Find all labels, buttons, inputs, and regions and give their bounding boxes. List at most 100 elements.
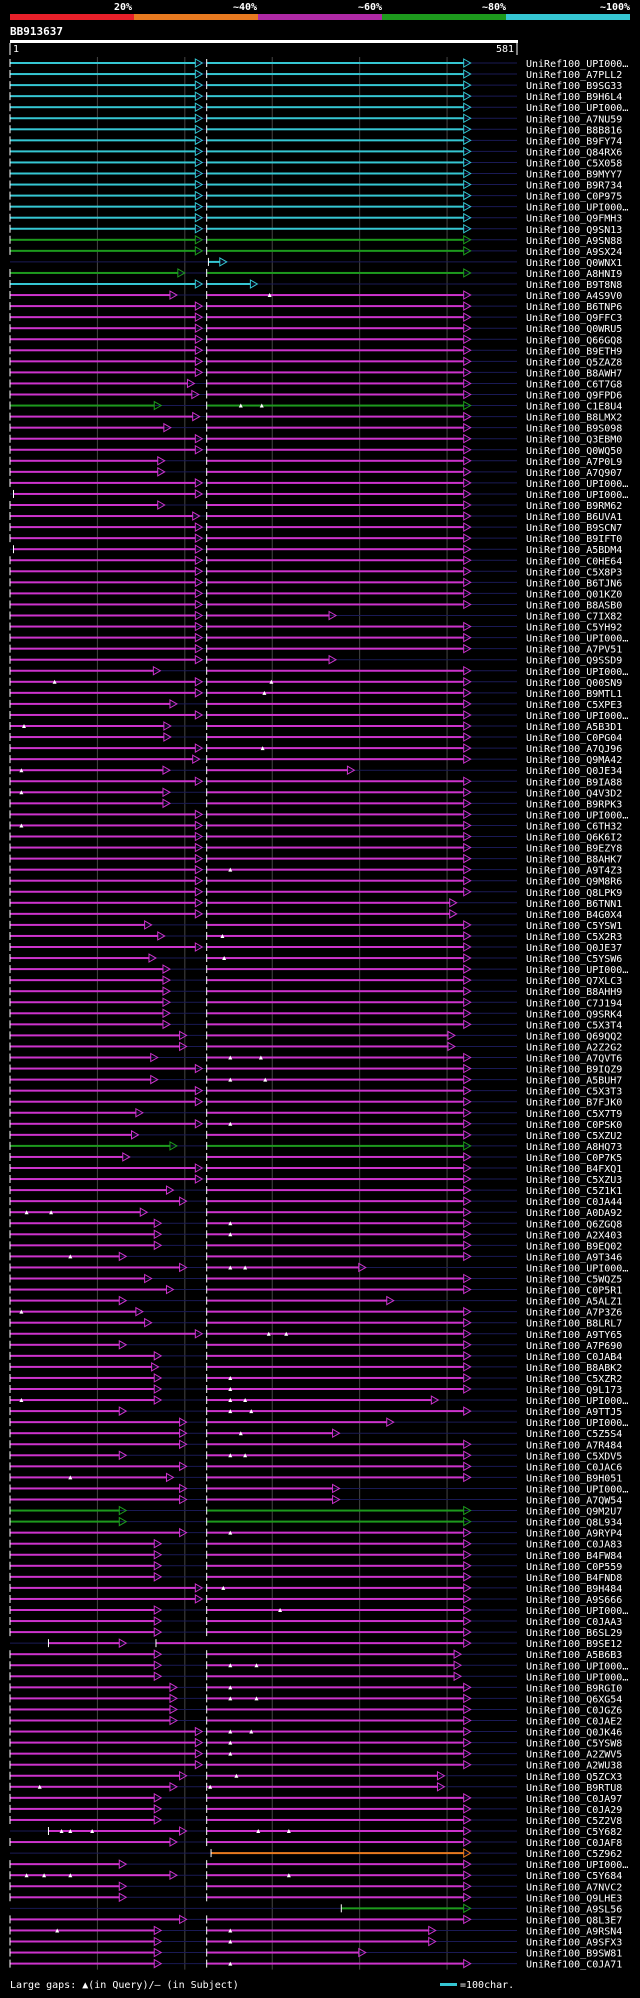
hit-label[interactable]: UniRef100_UPI000…: [526, 1263, 628, 1274]
hit-label[interactable]: UniRef100_C5XZU3: [526, 1175, 622, 1186]
hit-label[interactable]: UniRef100_Q6ZGQ8: [526, 1219, 622, 1230]
hit-label[interactable]: UniRef100_B9EQ02: [526, 1241, 622, 1252]
hit-label[interactable]: UniRef100_Q0JE34: [526, 766, 622, 777]
hit-label[interactable]: UniRef100_B8B816: [526, 125, 622, 136]
hit-label[interactable]: UniRef100_C1E8U4: [526, 402, 622, 413]
hit-label[interactable]: UniRef100_A9SFX3: [526, 1938, 622, 1949]
hit-label[interactable]: UniRef100_Q9M8R6: [526, 877, 622, 888]
hit-label[interactable]: UniRef100_B9H484: [526, 1584, 622, 1595]
hit-label[interactable]: UniRef100_A2Z2G2: [526, 1042, 622, 1053]
hit-label[interactable]: UniRef100_B8AWH7: [526, 368, 622, 379]
hit-label[interactable]: UniRef100_UPI000…: [526, 479, 628, 490]
hit-label[interactable]: UniRef100_C0JAC6: [526, 1462, 622, 1473]
hit-label[interactable]: UniRef100_B9EZY8: [526, 844, 622, 855]
hit-label[interactable]: UniRef100_UPI000…: [526, 1606, 628, 1617]
hit-label[interactable]: UniRef100_B9H051: [526, 1473, 622, 1484]
hit-label[interactable]: UniRef100_C0JAE2: [526, 1717, 622, 1728]
hit-label[interactable]: UniRef100_C5Z2V8: [526, 1816, 622, 1827]
hit-label[interactable]: UniRef100_A9TY65: [526, 1330, 622, 1341]
hit-label[interactable]: UniRef100_B9SW81: [526, 1949, 622, 1960]
hit-label[interactable]: UniRef100_B6UVA1: [526, 512, 622, 523]
hit-label[interactable]: UniRef100_B4G0X4: [526, 910, 622, 921]
hit-label[interactable]: UniRef100_A9TTJ5: [526, 1407, 622, 1418]
hit-label[interactable]: UniRef100_Q8L934: [526, 1518, 622, 1529]
hit-label[interactable]: UniRef100_Q9LHE3: [526, 1893, 622, 1904]
hit-label[interactable]: UniRef100_Q7XLC3: [526, 976, 622, 987]
hit-label[interactable]: UniRef100_C6T7G8: [526, 379, 622, 390]
hit-label[interactable]: UniRef100_B9IFT0: [526, 534, 622, 545]
hit-label[interactable]: UniRef100_A9T4Z3: [526, 866, 622, 877]
hit-label[interactable]: UniRef100_C5X8P3: [526, 567, 622, 578]
hit-label[interactable]: UniRef100_C5X058: [526, 158, 622, 169]
hit-label[interactable]: UniRef100_C0P559: [526, 1562, 622, 1573]
hit-label[interactable]: UniRef100_A9SN88: [526, 236, 622, 247]
hit-label[interactable]: UniRef100_A0DA92: [526, 1208, 622, 1219]
hit-label[interactable]: UniRef100_B9SE12: [526, 1639, 622, 1650]
hit-label[interactable]: UniRef100_Q84RX6: [526, 147, 622, 158]
hit-label[interactable]: UniRef100_UPI000…: [526, 59, 628, 70]
hit-label[interactable]: UniRef100_B9H6L4: [526, 92, 622, 103]
hit-label[interactable]: UniRef100_Q01KZ0: [526, 589, 622, 600]
hit-label[interactable]: UniRef100_A7R484: [526, 1440, 622, 1451]
hit-label[interactable]: UniRef100_Q69QQ2: [526, 1031, 622, 1042]
hit-label[interactable]: UniRef100_A7PLL2: [526, 70, 622, 81]
hit-label[interactable]: UniRef100_A7P690: [526, 1341, 622, 1352]
hit-label[interactable]: UniRef100_B9FY74: [526, 136, 622, 147]
hit-label[interactable]: UniRef100_B6TNP6: [526, 302, 622, 313]
hit-label[interactable]: UniRef100_Q8LPK9: [526, 888, 622, 899]
hit-label[interactable]: UniRef100_A7QW54: [526, 1496, 622, 1507]
hit-label[interactable]: UniRef100_B7FJK0: [526, 1098, 622, 1109]
hit-label[interactable]: UniRef100_UPI000…: [526, 810, 628, 821]
hit-label[interactable]: UniRef100_C0JAB4: [526, 1352, 622, 1363]
hit-label[interactable]: UniRef100_B4FW84: [526, 1551, 622, 1562]
hit-label[interactable]: UniRef100_B8LRL7: [526, 1319, 622, 1330]
hit-label[interactable]: UniRef100_C7IX82: [526, 612, 622, 623]
hit-label[interactable]: UniRef100_B8ABK2: [526, 1363, 622, 1374]
hit-label[interactable]: UniRef100_A7PV51: [526, 645, 622, 656]
hit-label[interactable]: UniRef100_A8HNI9: [526, 269, 622, 280]
hit-label[interactable]: UniRef100_A7Q907: [526, 468, 622, 479]
hit-label[interactable]: UniRef100_B6TNN1: [526, 899, 622, 910]
hit-label[interactable]: UniRef100_C0HE64: [526, 556, 622, 567]
hit-label[interactable]: UniRef100_B9S098: [526, 424, 622, 435]
hit-label[interactable]: UniRef100_B9MYY7: [526, 170, 622, 181]
hit-label[interactable]: UniRef100_C5XDV5: [526, 1451, 622, 1462]
hit-label[interactable]: UniRef100_Q0WNX1: [526, 258, 622, 269]
hit-label[interactable]: UniRef100_Q9SN13: [526, 225, 622, 236]
hit-label[interactable]: UniRef100_Q8L3E7: [526, 1915, 622, 1926]
hit-label[interactable]: UniRef100_C5YSW1: [526, 921, 622, 932]
hit-label[interactable]: UniRef100_A5BDM4: [526, 545, 622, 556]
hit-label[interactable]: UniRef100_C0PSK0: [526, 1120, 622, 1131]
hit-label[interactable]: UniRef100_C0P975: [526, 192, 622, 203]
hit-label[interactable]: UniRef100_C5XPE3: [526, 700, 622, 711]
hit-label[interactable]: UniRef100_B9SG33: [526, 81, 622, 92]
hit-label[interactable]: UniRef100_B4FXQ1: [526, 1164, 622, 1175]
hit-label[interactable]: UniRef100_Q5ZAZ8: [526, 357, 622, 368]
hit-label[interactable]: UniRef100_A7P3Z6: [526, 1308, 622, 1319]
hit-label[interactable]: UniRef100_C5Z1K1: [526, 1186, 622, 1197]
hit-label[interactable]: UniRef100_B4FND8: [526, 1573, 622, 1584]
hit-label[interactable]: UniRef100_C5Z962: [526, 1849, 622, 1860]
hit-label[interactable]: UniRef100_UPI000…: [526, 965, 628, 976]
hit-label[interactable]: UniRef100_C0P7K5: [526, 1153, 622, 1164]
hit-label[interactable]: UniRef100_UPI000…: [526, 1661, 628, 1672]
hit-label[interactable]: UniRef100_A9RSN4: [526, 1926, 622, 1937]
hit-label[interactable]: UniRef100_UPI000…: [526, 667, 628, 678]
hit-label[interactable]: UniRef100_C5X3T3: [526, 1087, 622, 1098]
hit-label[interactable]: UniRef100_UPI000…: [526, 103, 628, 114]
hit-label[interactable]: UniRef100_B9RM62: [526, 501, 622, 512]
hit-label[interactable]: UniRef100_UPI000…: [526, 1396, 628, 1407]
hit-label[interactable]: UniRef100_A9T346: [526, 1252, 622, 1263]
hit-label[interactable]: UniRef100_B8LMX2: [526, 413, 622, 424]
hit-label[interactable]: UniRef100_B9SCN7: [526, 523, 622, 534]
hit-label[interactable]: UniRef100_A7QVT6: [526, 1054, 622, 1065]
hit-label[interactable]: UniRef100_C5Y684: [526, 1871, 622, 1882]
hit-label[interactable]: UniRef100_A9S666: [526, 1595, 622, 1606]
hit-label[interactable]: UniRef100_C0JAF8: [526, 1838, 622, 1849]
hit-label[interactable]: UniRef100_Q9FMH3: [526, 214, 622, 225]
hit-label[interactable]: UniRef100_C7J194: [526, 998, 622, 1009]
hit-label[interactable]: UniRef100_A4S9V0: [526, 291, 622, 302]
hit-label[interactable]: UniRef100_UPI000…: [526, 203, 628, 214]
hit-label[interactable]: UniRef100_C0JA97: [526, 1794, 622, 1805]
hit-label[interactable]: UniRef100_UPI000…: [526, 711, 628, 722]
